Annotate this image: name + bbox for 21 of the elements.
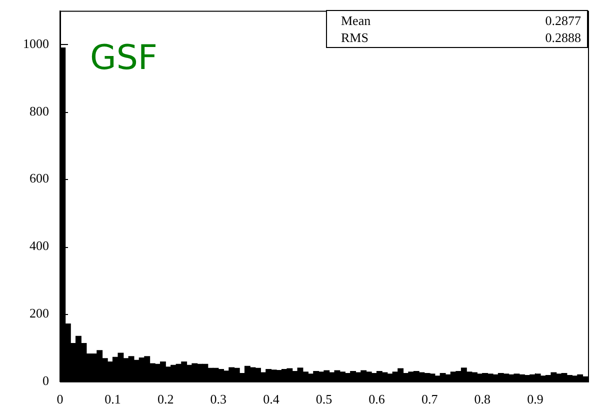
x-tick-label: 0.7	[421, 392, 438, 407]
x-tick-label: 0.2	[157, 392, 174, 407]
annotation: Mean	[341, 12, 371, 29]
annotation: 0.2877	[545, 12, 581, 29]
x-tick-label: 0.9	[527, 392, 544, 407]
y-tick-label: 1000	[23, 36, 49, 51]
y-tick-label: 400	[30, 238, 49, 254]
x-tick-label: 0.6	[368, 392, 386, 407]
y-tick-label: 200	[30, 305, 49, 320]
x-tick-label: 0.1	[104, 392, 121, 407]
x-tick-label: 0.3	[210, 392, 227, 407]
annotation: RMS	[341, 29, 368, 46]
x-tick-label: 0	[56, 392, 64, 407]
y-tick-label: 0	[42, 372, 49, 388]
x-tick-label: 0.5	[316, 392, 332, 407]
annotation: 0.2888	[545, 29, 581, 46]
x-tick-label: 0.4	[263, 392, 280, 407]
text: GSF	[90, 38, 158, 78]
x-tick-label: 0.8	[474, 392, 491, 407]
y-tick-label: 600	[30, 170, 49, 186]
y-tick-label: 800	[30, 103, 49, 118]
